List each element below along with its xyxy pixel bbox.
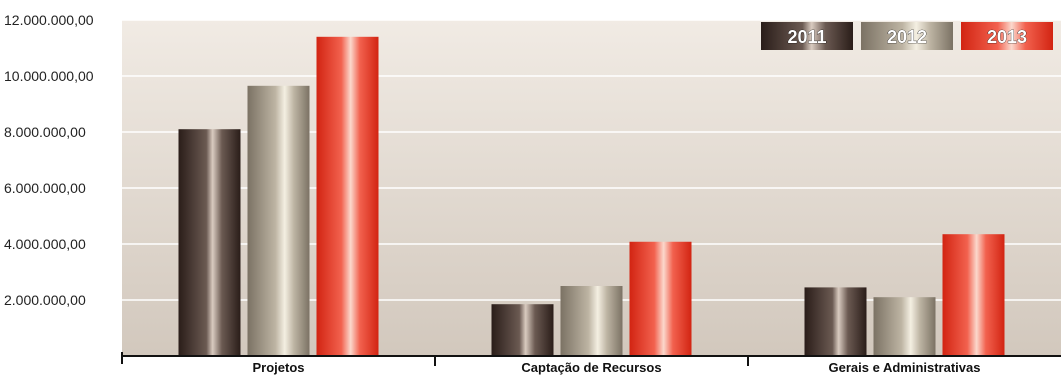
legend-label-2011: 2011 (787, 27, 826, 47)
bars (178, 36, 1005, 357)
bar-2013-0 (316, 36, 379, 357)
y-tick-labels: 2.000.000,00 4.000.000,00 6.000.000,00 8.00… (4, 12, 94, 308)
bar-2013-2 (942, 234, 1005, 356)
y-tick-label: 2.000.000,00 (4, 292, 86, 308)
bar-2011-2 (804, 287, 867, 356)
category-labels: Projetos Captação de Recursos Gerais e Adm… (252, 360, 980, 375)
bar-2013-1 (629, 241, 692, 356)
y-tick-label: 10.000.000,00 (4, 68, 94, 84)
legend-swatch-2011 (761, 22, 853, 50)
y-tick-label: 4.000.000,00 (4, 236, 86, 252)
y-tick-label: 8.000.000,00 (4, 124, 86, 140)
category-label: Projetos (252, 360, 304, 375)
legend-swatch-2013 (961, 22, 1053, 50)
bar-2012-1 (560, 286, 623, 356)
bar-2011-1 (491, 304, 554, 356)
category-label: Gerais e Administrativas (829, 360, 981, 375)
legend-swatch-2012 (861, 22, 953, 50)
legend: 2011 2012 2013 (761, 22, 1053, 50)
bar-2011-0 (178, 129, 241, 356)
bar-2012-0 (247, 85, 310, 357)
y-tick-label: 12.000.000,00 (4, 12, 94, 28)
legend-label-2012: 2012 (887, 27, 927, 47)
axes (121, 352, 1061, 366)
legend-label-2013: 2013 (987, 27, 1027, 47)
bar-2012-2 (873, 297, 936, 356)
y-tick-label: 6.000.000,00 (4, 180, 86, 196)
category-label: Captação de Recursos (521, 360, 661, 375)
